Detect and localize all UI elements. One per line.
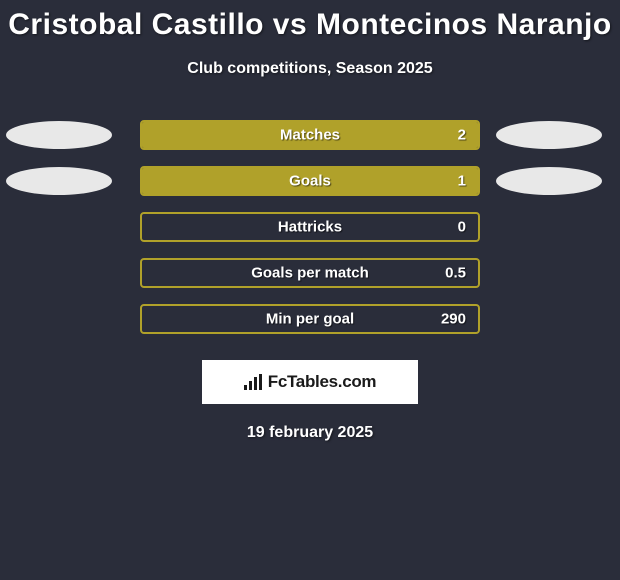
stats-card: Cristobal Castillo vs Montecinos Naranjo… — [0, 0, 620, 442]
stat-value: 1 — [458, 173, 466, 190]
stat-label: Matches — [280, 127, 340, 144]
stat-label: Hattricks — [278, 219, 342, 236]
barchart-icon — [244, 374, 264, 390]
date-label: 19 february 2025 — [0, 424, 620, 442]
stat-row: Min per goal 290 — [0, 296, 620, 342]
stat-value: 290 — [441, 311, 466, 328]
logo: FcTables.com — [244, 372, 377, 392]
left-ellipse — [6, 121, 112, 149]
stat-label: Goals per match — [251, 265, 369, 282]
right-ellipse — [496, 121, 602, 149]
stats-rows: Matches 2 Goals 1 Hattricks 0 Goals per match 0… — [0, 112, 620, 342]
stat-row: Goals 1 — [0, 158, 620, 204]
logo-box: FcTables.com — [202, 360, 418, 404]
right-ellipse — [496, 167, 602, 195]
stat-row: Hattricks 0 — [0, 204, 620, 250]
left-ellipse — [6, 167, 112, 195]
stat-label: Min per goal — [266, 311, 354, 328]
stat-value: 0 — [458, 219, 466, 236]
page-subtitle: Club competitions, Season 2025 — [0, 60, 620, 78]
stat-bar: Matches 2 — [140, 120, 480, 150]
stat-label: Goals — [289, 173, 331, 190]
stat-value: 0.5 — [445, 265, 466, 282]
logo-label: FcTables.com — [268, 372, 377, 392]
stat-bar: Goals per match 0.5 — [140, 258, 480, 288]
page-title: Cristobal Castillo vs Montecinos Naranjo — [0, 8, 620, 42]
stat-row: Matches 2 — [0, 112, 620, 158]
stat-bar: Hattricks 0 — [140, 212, 480, 242]
stat-bar: Min per goal 290 — [140, 304, 480, 334]
stat-bar: Goals 1 — [140, 166, 480, 196]
stat-value: 2 — [458, 127, 466, 144]
stat-row: Goals per match 0.5 — [0, 250, 620, 296]
